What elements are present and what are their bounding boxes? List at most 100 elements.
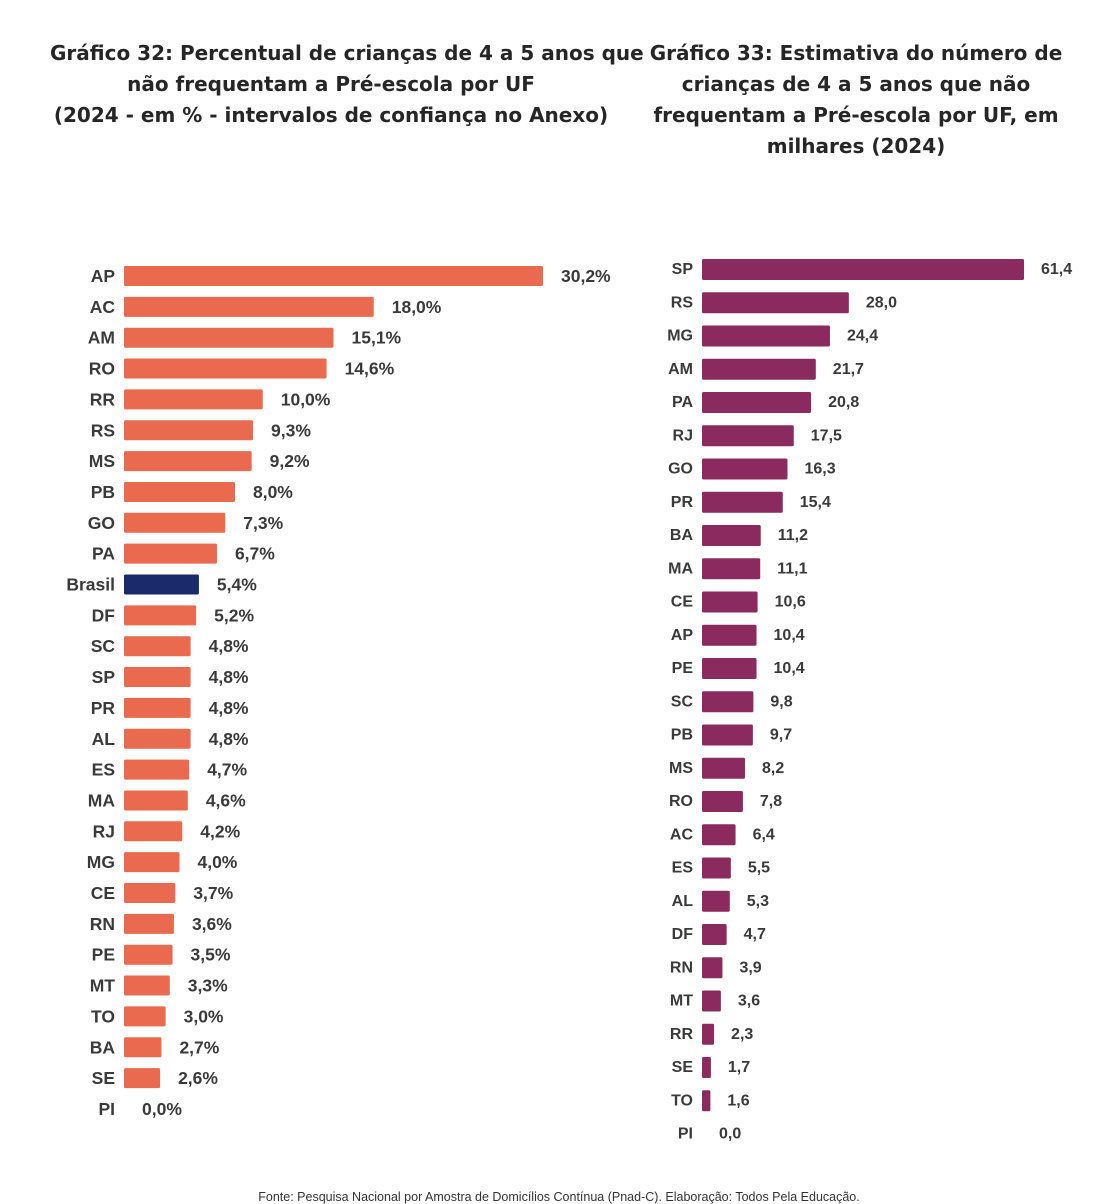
value-label: 61,4 [1041,261,1072,278]
category-label: RR [90,389,116,409]
bar [702,259,1024,280]
category-label: MG [667,328,693,345]
category-label: PR [91,698,116,718]
value-label: 11,2 [778,527,808,544]
bar [702,525,761,546]
value-label: 9,2% [270,451,310,471]
value-label: 4,8% [209,636,249,656]
category-label: RJ [93,821,115,841]
bar [124,481,235,502]
bar [702,824,736,846]
bar [124,1006,166,1027]
category-label: RR [670,1026,694,1043]
category-label: RN [670,959,693,976]
bar-highlight [124,574,199,595]
category-label: CE [671,594,694,611]
category-label: PI [678,1126,693,1143]
category-label: PB [671,727,693,744]
category-label: MA [668,560,693,577]
bar [124,728,191,749]
bar [124,667,191,688]
chart-32-percent-by-uf: AP 30,2% AC 18,0% AM 15,1% RO 14,6% RR 10,0% RS 9,3… [66,266,611,1119]
bar [124,944,173,965]
category-label: AP [671,627,694,644]
category-label: AL [92,729,116,749]
bar [702,325,830,347]
category-label: SP [672,261,694,278]
chart-33-title-line: Gráfico 33: Estimativa do número de [649,41,1063,65]
category-label: Brasil [66,575,115,595]
value-label: 4,7 [744,926,766,943]
category-label: RN [90,914,115,934]
category-label: MT [90,976,116,996]
category-label: SE [92,1068,115,1088]
bar [124,1037,162,1058]
chart-33-title-line: crianças de 4 a 5 anos que não [681,72,1031,96]
value-label: 3,6% [192,914,232,934]
category-label: RS [91,420,115,440]
category-label: PE [92,945,115,965]
category-label: MA [88,790,116,810]
bar [702,591,758,613]
value-label: 3,3% [188,976,228,996]
category-label: MT [670,993,693,1010]
category-label: TO [671,1092,693,1109]
value-label: 1,6 [727,1092,749,1109]
value-label: 2,3 [731,1026,753,1043]
value-label: 28,0 [866,294,897,311]
value-label: 9,7 [770,727,792,744]
value-label: 10,6 [775,594,806,611]
bar [124,296,374,317]
value-label: 0,0 [719,1126,741,1143]
category-label: RJ [673,427,693,444]
category-label: PI [98,1099,115,1119]
category-label: RO [89,359,115,379]
source-note: Fonte: Pesquisa Nacional por Amostra de … [258,1190,860,1204]
bar [124,389,263,410]
category-label: SP [92,667,116,687]
value-label: 10,4 [774,660,805,677]
category-label: GO [668,461,693,478]
bar [702,890,730,912]
chart-32-title-line: (2024 - em % - intervalos de confiança n… [53,103,609,127]
value-label: 5,4% [217,575,257,595]
value-label: 9,3% [271,420,311,440]
bar [702,292,849,314]
bar [124,327,334,348]
category-label: AM [88,328,115,348]
bar [124,1068,161,1089]
value-label: 5,5 [748,860,770,877]
category-label: ES [672,860,694,877]
bar [124,821,183,842]
bar [702,857,731,879]
category-label: DF [672,926,694,943]
bar [124,975,170,996]
bar [702,924,727,945]
bar [702,691,754,713]
chart-32-title-line: Gráfico 32: Percentual de crianças de 4 … [50,41,644,65]
value-label: 4,7% [207,760,247,780]
value-label: 21,7 [833,361,864,378]
category-label: SC [671,693,694,710]
chart-33-title-line: frequentam a Pré-escola por UF, em [653,103,1059,127]
bar [124,420,254,441]
bar [702,425,794,447]
value-label: 18,0% [392,297,442,317]
bar [124,852,180,873]
value-label: 10,0% [281,389,331,409]
bar [124,512,226,533]
value-label: 4,8% [209,667,249,687]
category-label: ES [92,760,115,780]
bar [702,1057,711,1078]
value-label: 2,7% [179,1037,219,1057]
value-label: 24,4 [847,328,878,345]
chart-33-count-by-uf: SP 61,4 RS 28,0 MG 24,4 AM 21,7 PA 20,8 RJ 17,5 GO 16… [667,259,1072,1143]
value-label: 7,8 [760,793,782,810]
value-label: 4,8% [209,698,249,718]
value-label: 8,2 [762,760,784,777]
value-label: 3,7% [193,883,233,903]
value-label: 1,7 [728,1059,750,1076]
value-label: 4,6% [206,790,246,810]
bar [702,990,721,1012]
